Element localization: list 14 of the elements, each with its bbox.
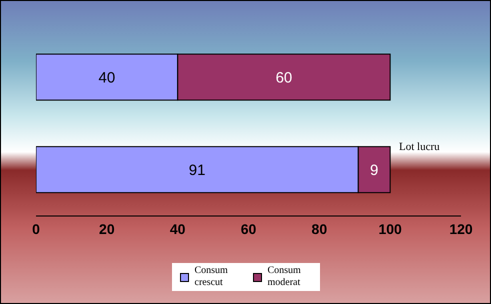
data-label: 40 bbox=[98, 69, 116, 86]
x-tick-label: 20 bbox=[99, 220, 115, 237]
data-label: 91 bbox=[188, 162, 206, 179]
data-label: 9 bbox=[370, 162, 378, 179]
legend-label: Consum moderat bbox=[268, 265, 302, 289]
x-tick-label: 80 bbox=[312, 220, 328, 237]
y-tick-label: Lot lucru bbox=[399, 140, 440, 153]
legend-label: Consum crescut bbox=[194, 265, 229, 289]
x-tick-label: 100 bbox=[378, 220, 402, 237]
x-tick-label: 0 bbox=[32, 220, 40, 237]
x-tick-label: 120 bbox=[449, 220, 473, 237]
data-label: 60 bbox=[276, 69, 292, 86]
x-tick-label: 40 bbox=[170, 220, 186, 237]
x-tick-label: 60 bbox=[240, 220, 256, 237]
